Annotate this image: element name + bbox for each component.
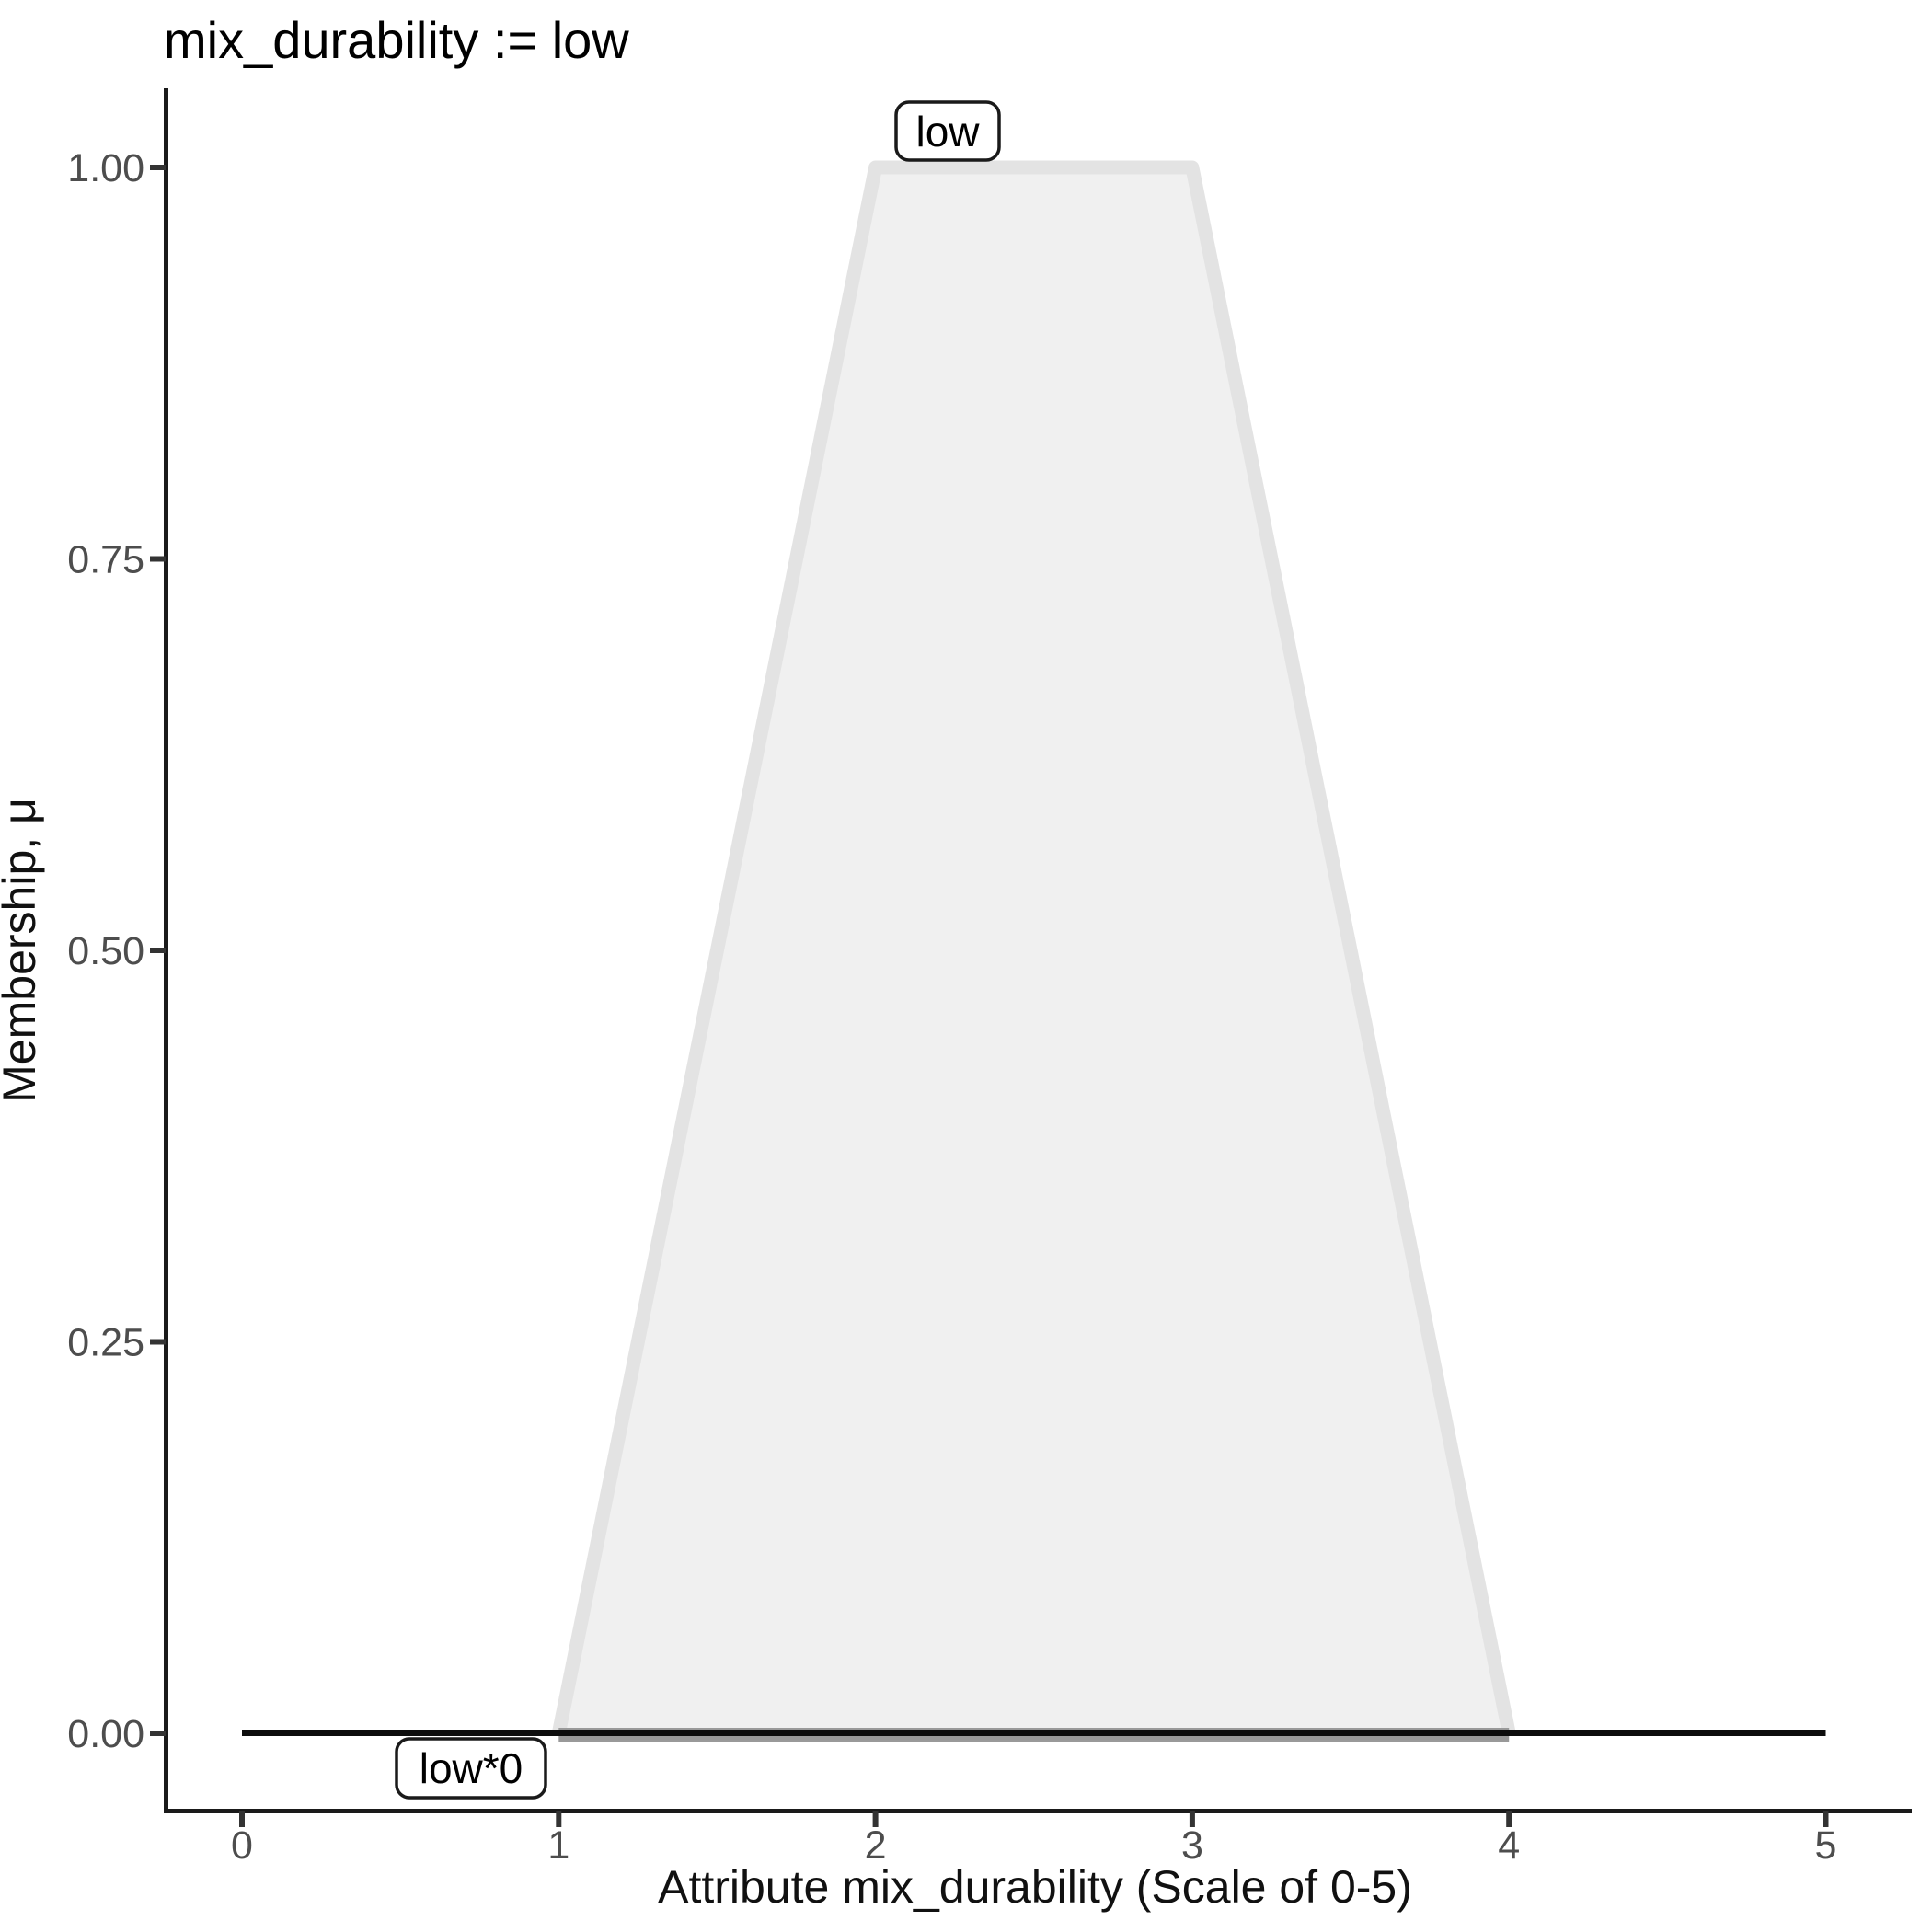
low-label-box: low bbox=[894, 100, 1001, 162]
y-tick-label: 0.75 bbox=[67, 538, 144, 582]
x-tick-label: 5 bbox=[1815, 1823, 1837, 1868]
low-label-text: low bbox=[915, 108, 980, 155]
x-tick-label: 0 bbox=[231, 1823, 253, 1868]
low-times-zero-label-box: low*0 bbox=[395, 1737, 547, 1800]
y-tick-label: 0.50 bbox=[67, 929, 144, 973]
y-axis-ticks: 1.00 0.75 0.50 0.25 0.00 bbox=[67, 146, 166, 1756]
x-tick-label: 1 bbox=[547, 1823, 569, 1868]
x-tick-label: 4 bbox=[1498, 1823, 1520, 1868]
y-tick-label: 0.25 bbox=[67, 1321, 144, 1365]
y-axis-title: Membership, μ bbox=[0, 798, 45, 1103]
x-axis-title: Attribute mix_durability (Scale of 0-5) bbox=[658, 1861, 1412, 1913]
x-tick-label: 3 bbox=[1181, 1823, 1203, 1868]
x-axis-ticks: 0 1 2 3 4 5 bbox=[231, 1811, 1836, 1868]
series-low bbox=[551, 160, 1516, 1742]
y-axis: 1.00 0.75 0.50 0.25 0.00 Membership, μ bbox=[0, 88, 168, 1813]
low-label-box-rect bbox=[894, 100, 1001, 162]
low-times-zero-label-box-rect bbox=[395, 1737, 547, 1800]
low-outline bbox=[551, 160, 1516, 1735]
x-axis: 0 1 2 3 4 5 Attribute mix_durability (Scale o… bbox=[164, 1809, 1912, 1913]
y-tick-label: 0.00 bbox=[67, 1712, 144, 1756]
x-tick-label: 2 bbox=[865, 1823, 887, 1868]
low-area-fill bbox=[558, 167, 1510, 1733]
low-times-zero-label-text: low*0 bbox=[420, 1744, 523, 1792]
chart-title: mix_durability := low bbox=[164, 11, 629, 69]
y-tick-label: 1.00 bbox=[67, 146, 144, 190]
